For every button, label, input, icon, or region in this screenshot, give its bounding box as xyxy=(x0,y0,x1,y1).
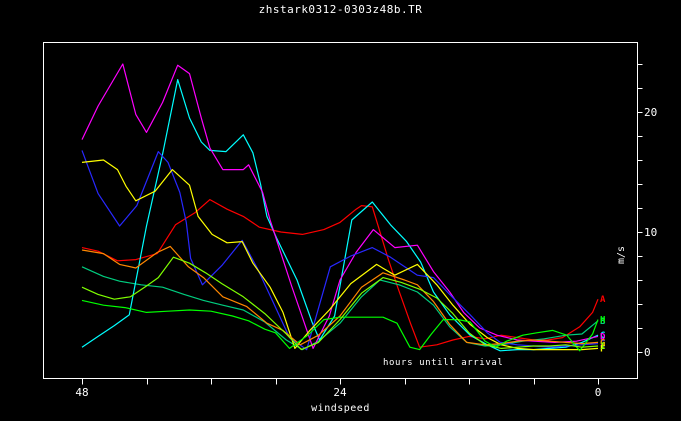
series-C-end-marker: C xyxy=(600,331,605,341)
series-F-end-marker: F xyxy=(600,344,605,354)
series-A-line xyxy=(81,199,599,348)
series-H-line xyxy=(81,299,599,352)
series-C-line xyxy=(81,78,599,352)
x-axis-label: windspeed xyxy=(311,403,370,414)
series-B-line xyxy=(81,266,599,351)
series-H-end-marker: H xyxy=(600,316,605,326)
series-D-end-marker: D xyxy=(600,332,606,342)
x-tick-label: 0 xyxy=(595,386,602,399)
chart-title: zhstark0312-0303z48b.TR xyxy=(258,3,423,16)
x-tick-label: 48 xyxy=(75,386,88,399)
series-E-line xyxy=(81,150,599,351)
series-F-line xyxy=(81,159,599,351)
y-tick-label: 20 xyxy=(644,106,657,119)
y-tick-label: 10 xyxy=(644,226,657,239)
series-G-end-marker: G xyxy=(600,338,605,348)
series-I-line xyxy=(81,256,599,351)
y-axis-unit-label: m/s xyxy=(616,245,627,265)
series-I-end-marker: I xyxy=(600,342,605,352)
series-G-line xyxy=(81,245,599,346)
y-tick-label: 0 xyxy=(644,346,651,359)
series-D-line xyxy=(81,63,599,349)
series-A-end-marker: A xyxy=(600,295,606,305)
series-E-end-marker: E xyxy=(600,340,605,350)
hours-until-arrival-annotation: hours untill arrival xyxy=(383,358,504,368)
x-tick-label: 24 xyxy=(333,386,347,399)
series-B-end-marker: B xyxy=(600,317,606,327)
